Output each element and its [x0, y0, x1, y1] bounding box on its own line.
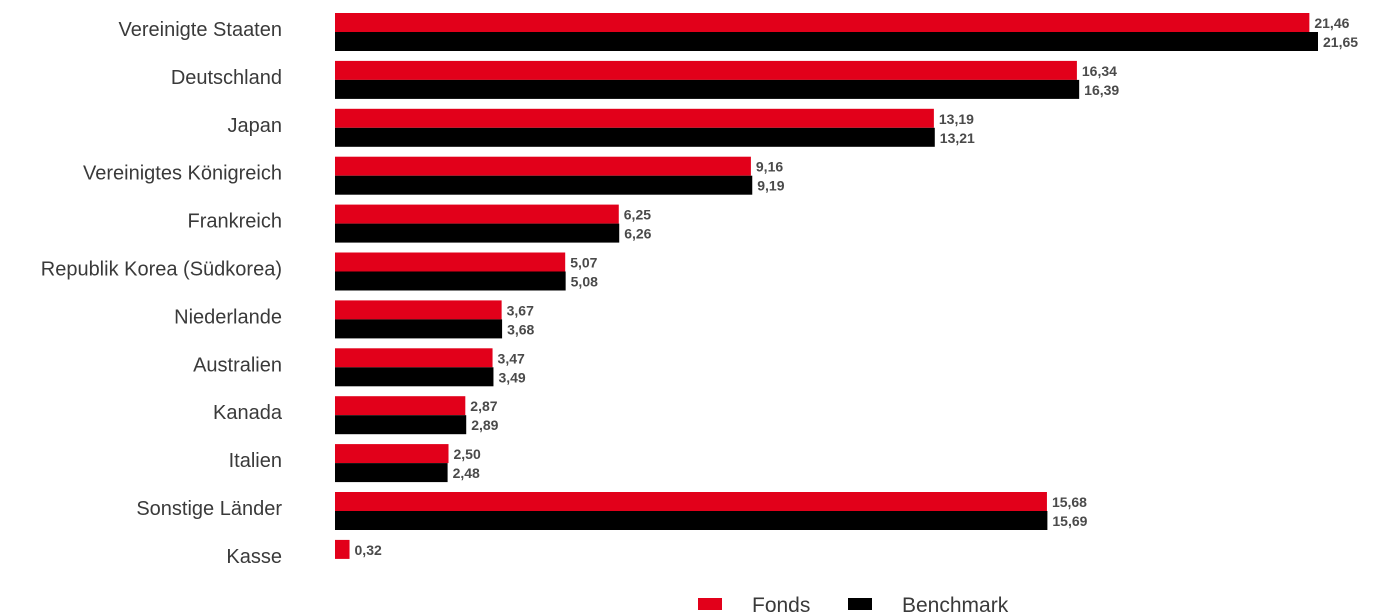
bar-benchmark-frankreich	[335, 223, 620, 243]
category-label-republik-korea-suedkorea: Republik Korea (Südkorea)	[41, 259, 282, 281]
value-label-benchmark-frankreich: 6,26	[624, 226, 651, 242]
bar-benchmark-republik-korea-suedkorea	[335, 271, 566, 291]
value-label-fonds-vereinigte-staaten: 21,46	[1314, 15, 1349, 31]
category-label-frankreich: Frankreich	[188, 211, 282, 233]
value-label-fonds-vereinigtes-koenigreich: 9,16	[756, 159, 783, 175]
bar-fonds-australien	[335, 348, 493, 368]
value-label-fonds-sonstige-laender: 15,68	[1052, 494, 1087, 510]
value-labels: 21,46 21,65 16,34 16,39 13,19 13,21 9,16 9,19 6,…	[355, 15, 1359, 558]
category-label-vereinigtes-koenigreich: Vereinigtes Königreich	[83, 163, 282, 185]
bar-benchmark-kanada	[335, 415, 467, 435]
category-label-niederlande: Niederlande	[174, 306, 282, 328]
category-label-vereinigte-staaten: Vereinigte Staaten	[119, 19, 282, 41]
value-label-benchmark-japan: 13,21	[940, 130, 975, 146]
bar-benchmark-japan	[335, 127, 935, 147]
legend-label-fonds: Fonds	[752, 594, 810, 613]
value-label-benchmark-australien: 3,49	[498, 369, 525, 385]
category-labels: Vereinigte Staaten Deutschland Japan Verein…	[41, 19, 283, 568]
bars	[335, 13, 1318, 559]
value-label-benchmark-deutschland: 16,39	[1084, 82, 1119, 98]
value-label-benchmark-vereinigtes-koenigreich: 9,19	[757, 178, 784, 194]
bar-fonds-kasse	[335, 539, 350, 559]
category-label-sonstige-laender: Sonstige Länder	[136, 498, 282, 520]
bar-fonds-japan	[335, 108, 934, 128]
legend: Fonds Benchmark	[698, 594, 1009, 613]
value-label-fonds-frankreich: 6,25	[624, 207, 651, 223]
category-label-deutschland: Deutschland	[171, 67, 282, 89]
bar-benchmark-vereinigtes-koenigreich	[335, 175, 753, 195]
bar-benchmark-australien	[335, 367, 494, 387]
legend-label-benchmark: Benchmark	[902, 594, 1009, 613]
category-label-australien: Australien	[193, 354, 282, 376]
bar-fonds-sonstige-laender	[335, 492, 1047, 511]
bar-fonds-frankreich	[335, 204, 619, 224]
value-label-fonds-deutschland: 16,34	[1082, 63, 1117, 79]
legend-swatch-benchmark	[848, 598, 872, 610]
bar-fonds-niederlande	[335, 300, 502, 320]
bar-fonds-deutschland	[335, 60, 1077, 80]
bar-benchmark-sonstige-laender	[335, 511, 1048, 530]
category-label-japan: Japan	[228, 115, 283, 137]
value-label-benchmark-italien: 2,48	[453, 465, 480, 481]
bar-benchmark-italien	[335, 463, 448, 483]
category-label-kasse: Kasse	[226, 546, 282, 568]
value-label-benchmark-niederlande: 3,68	[507, 321, 534, 337]
value-label-benchmark-republik-korea-suedkorea: 5,08	[571, 274, 598, 290]
value-label-fonds-kanada: 2,87	[470, 398, 497, 414]
bar-benchmark-vereinigte-staaten	[335, 32, 1318, 51]
value-label-fonds-niederlande: 3,67	[507, 302, 534, 318]
category-label-italien: Italien	[229, 450, 282, 472]
bar-benchmark-niederlande	[335, 319, 503, 339]
bar-fonds-vereinigtes-koenigreich	[335, 156, 751, 176]
value-label-fonds-japan: 13,19	[939, 111, 974, 127]
category-label-kanada: Kanada	[213, 402, 283, 424]
bar-fonds-republik-korea-suedkorea	[335, 252, 566, 272]
bar-fonds-kanada	[335, 396, 466, 416]
value-label-fonds-italien: 2,50	[454, 446, 481, 462]
bar-benchmark-deutschland	[335, 79, 1080, 99]
value-label-fonds-australien: 3,47	[498, 350, 525, 366]
value-label-benchmark-vereinigte-staaten: 21,65	[1323, 34, 1358, 50]
bar-fonds-vereinigte-staaten	[335, 13, 1310, 32]
value-label-benchmark-kanada: 2,89	[471, 417, 498, 433]
legend-swatch-fonds	[698, 598, 722, 610]
value-label-fonds-republik-korea-suedkorea: 5,07	[570, 255, 597, 271]
value-label-fonds-kasse: 0,32	[355, 542, 382, 558]
value-label-benchmark-sonstige-laender: 15,69	[1052, 513, 1087, 529]
bar-fonds-italien	[335, 444, 449, 464]
